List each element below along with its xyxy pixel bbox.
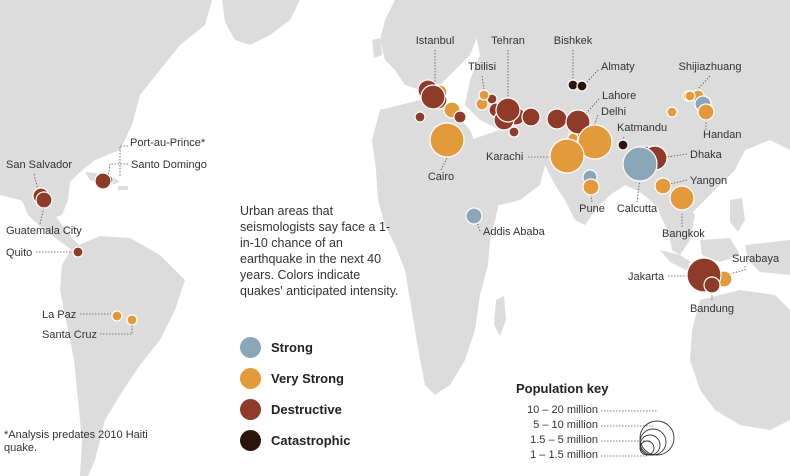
- city-bubble-tehran: [496, 98, 520, 122]
- city-bubble-guatemala-city: [36, 192, 52, 208]
- city-bubble-cairo: [430, 123, 464, 157]
- city-bubble-shijiazhuang: [685, 91, 695, 101]
- city-bubble-la-paz: [112, 311, 122, 321]
- population-key-label-4: 1 – 1.5 million: [498, 449, 598, 461]
- city-label-delhi: Delhi: [601, 106, 626, 118]
- legend-swatch-destructive: [240, 399, 261, 420]
- city-bubble-karachi: [550, 139, 584, 173]
- city-label-bishkek: Bishkek: [554, 35, 593, 47]
- city-label-dhaka: Dhaka: [690, 149, 723, 161]
- city-bubble-santa-cruz: [127, 315, 137, 325]
- city-bubble-calcutta: [623, 147, 657, 181]
- city-label-quito: Quito: [6, 247, 32, 259]
- city-bubble-unlabeled: [415, 112, 425, 122]
- city-label-bangkok: Bangkok: [662, 228, 705, 240]
- population-key-label-3: 1.5 – 5 million: [498, 434, 598, 446]
- city-label-almaty: Almaty: [601, 61, 635, 73]
- city-bubble-yangon: [655, 178, 671, 194]
- city-label-la-paz: La Paz: [42, 309, 76, 321]
- city-label-pune: Pune: [579, 203, 605, 215]
- legend-item-destructive: Destructive: [240, 399, 350, 419]
- legend-item-very-strong: Very Strong: [240, 368, 350, 388]
- city-label-cairo: Cairo: [428, 171, 454, 183]
- legend-label-strong: Strong: [271, 340, 313, 355]
- city-label-tehran: Tehran: [491, 35, 525, 47]
- city-label-santa-cruz: Santa Cruz: [42, 329, 97, 341]
- leader-line-surabaya: [729, 266, 745, 274]
- city-label-bandung: Bandung: [690, 303, 734, 315]
- city-label-karachi: Karachi: [486, 151, 523, 163]
- population-key-label-1: 10 – 20 million: [498, 404, 598, 416]
- city-bubble-istanbul: [421, 85, 445, 109]
- city-label-santo-domingo: Santo Domingo: [131, 159, 207, 171]
- city-label-handan: Handan: [703, 129, 742, 141]
- city-label-guatemala-city: Guatemala City: [6, 225, 82, 237]
- map-description: Urban areas that seismologists say face …: [240, 203, 400, 299]
- city-label-surabaya: Surabaya: [732, 253, 780, 265]
- city-label-san-salvador: San Salvador: [6, 159, 72, 171]
- city-bubble-quito: [73, 247, 83, 257]
- city-bubble-unlabeled: [667, 107, 677, 117]
- madagascar-landmass: [494, 296, 506, 336]
- city-label-calcutta: Calcutta: [617, 203, 658, 215]
- population-key-circle-4: [640, 441, 654, 455]
- city-bubble-unlabeled: [509, 127, 519, 137]
- legend-label-very-strong: Very Strong: [271, 371, 344, 386]
- city-label-lahore: Lahore: [602, 90, 636, 102]
- city-label-istanbul: Istanbul: [416, 35, 455, 47]
- legend-swatch-very-strong: [240, 368, 261, 389]
- intensity-legend: Strong Very Strong Destructive Catastrop…: [240, 337, 350, 461]
- city-bubble-bangkok: [670, 186, 694, 210]
- city-bubble-tbilisi: [479, 90, 489, 100]
- city-bubble-bandung: [704, 277, 720, 293]
- leader-line-port-au-prince: [120, 146, 128, 176]
- city-bubble-santo-domingo: [95, 173, 111, 189]
- legend-swatch-strong: [240, 337, 261, 358]
- city-label-katmandu: Katmandu: [617, 122, 667, 134]
- city-label-jakarta: Jakarta: [628, 271, 665, 283]
- population-key-circle-3: [640, 435, 660, 455]
- city-bubble-handan: [698, 104, 714, 120]
- leader-line-santo-domingo: [108, 164, 128, 177]
- city-bubble-pune: [583, 179, 599, 195]
- city-bubble-almaty: [577, 81, 587, 91]
- population-key-label-2: 5 – 10 million: [498, 419, 598, 431]
- city-bubble-katmandu: [618, 140, 628, 150]
- legend-label-catastrophic: Catastrophic: [271, 433, 350, 448]
- city-bubble-unlabeled: [547, 109, 567, 129]
- city-label-yangon: Yangon: [690, 175, 727, 187]
- city-bubble-unlabeled: [522, 108, 540, 126]
- philippines-landmass: [730, 198, 745, 232]
- legend-item-catastrophic: Catastrophic: [240, 430, 350, 450]
- legend-item-strong: Strong: [240, 337, 350, 357]
- city-label-tbilisi: Tbilisi: [468, 61, 496, 73]
- city-bubble-addis-ababa: [466, 208, 482, 224]
- legend-swatch-catastrophic: [240, 430, 261, 451]
- greenland-landmass: [222, 0, 300, 45]
- city-bubble-unlabeled: [454, 111, 466, 123]
- legend-label-destructive: Destructive: [271, 402, 342, 417]
- city-label-addis-ababa: Addis Ababa: [483, 226, 546, 238]
- population-key-title: Population key: [516, 381, 608, 396]
- city-label-shijiazhuang: Shijiazhuang: [679, 61, 742, 73]
- city-label-port-au-prince: Port-au-Prince*: [130, 137, 206, 149]
- footnote: *Analysis predates 2010 Haiti quake.: [4, 429, 164, 455]
- population-key-circles: [601, 411, 674, 456]
